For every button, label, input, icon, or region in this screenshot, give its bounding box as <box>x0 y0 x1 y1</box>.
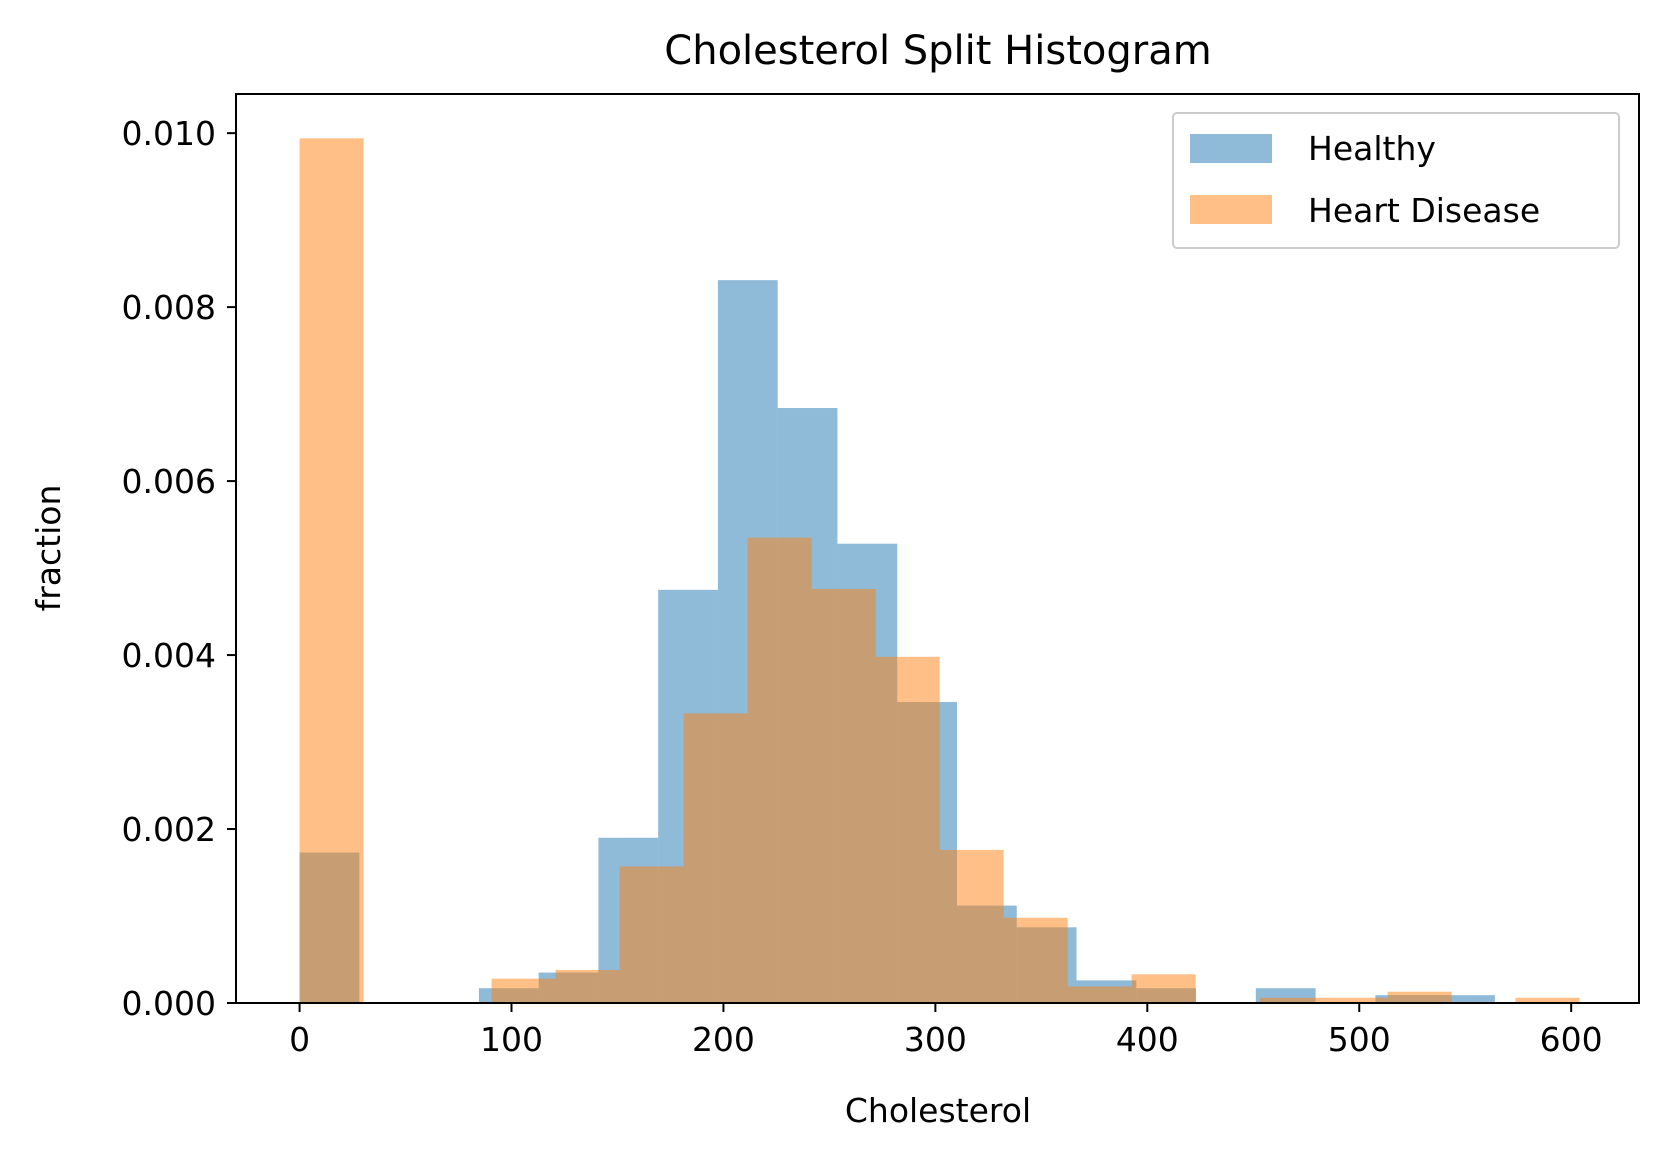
bar-healthy-15 <box>1435 995 1495 1003</box>
bar-heart-disease-10 <box>1067 986 1132 1003</box>
bar-heart-disease-11 <box>1131 974 1196 1003</box>
x-tick-label: 500 <box>1328 1020 1391 1059</box>
legend: Healthy Heart Disease <box>1172 112 1620 249</box>
legend-swatch-healthy <box>1190 134 1272 163</box>
bar-heart-disease-7 <box>875 656 940 1003</box>
y-tick-label: 0.008 <box>122 288 216 327</box>
x-tick-label: 600 <box>1540 1020 1603 1059</box>
legend-swatch-heart-disease <box>1190 195 1272 224</box>
x-axis: 0 100 200 300 400 500 600 <box>289 1003 1603 1059</box>
bar-heart-disease-5 <box>747 537 812 1003</box>
x-tick-label: 300 <box>904 1020 967 1059</box>
x-tick-label: 400 <box>1116 1020 1179 1059</box>
y-tick-label: 0.004 <box>122 636 216 675</box>
y-tick-label: 0.006 <box>122 462 216 501</box>
bar-heart-disease-0 <box>299 138 364 1004</box>
bar-heart-disease-15 <box>1515 997 1580 1003</box>
y-axis-label: fraction <box>29 485 68 612</box>
y-axis: 0.000 0.002 0.004 0.006 0.008 0.010 <box>122 114 236 1023</box>
bar-heart-disease-4 <box>683 713 748 1003</box>
bar-heart-disease-13 <box>1323 997 1388 1003</box>
y-tick-label: 0.010 <box>122 114 216 153</box>
bar-heart-disease-8 <box>939 849 1004 1003</box>
bar-heart-disease-9 <box>1003 917 1068 1003</box>
legend-label-heart-disease: Heart Disease <box>1308 191 1540 230</box>
bar-heart-disease-3 <box>619 866 684 1003</box>
bar-heart-disease-6 <box>811 588 876 1003</box>
x-tick-label: 0 <box>289 1020 310 1059</box>
legend-frame <box>1172 112 1620 249</box>
chart-title: Cholesterol Split Histogram <box>664 28 1211 74</box>
x-axis-label: Cholesterol <box>845 1091 1031 1130</box>
bars-layer <box>299 138 1580 1004</box>
bar-heart-disease-2 <box>555 969 620 1003</box>
legend-label-healthy: Healthy <box>1308 129 1436 168</box>
x-tick-label: 200 <box>692 1020 755 1059</box>
bar-heart-disease-12 <box>1259 997 1324 1003</box>
y-tick-label: 0.000 <box>122 984 216 1023</box>
bar-heart-disease-1 <box>491 978 556 1003</box>
bar-heart-disease-14 <box>1387 991 1452 1003</box>
plot-frame <box>235 93 1640 1004</box>
x-tick-label: 100 <box>480 1020 543 1059</box>
y-tick-label: 0.002 <box>122 810 216 849</box>
